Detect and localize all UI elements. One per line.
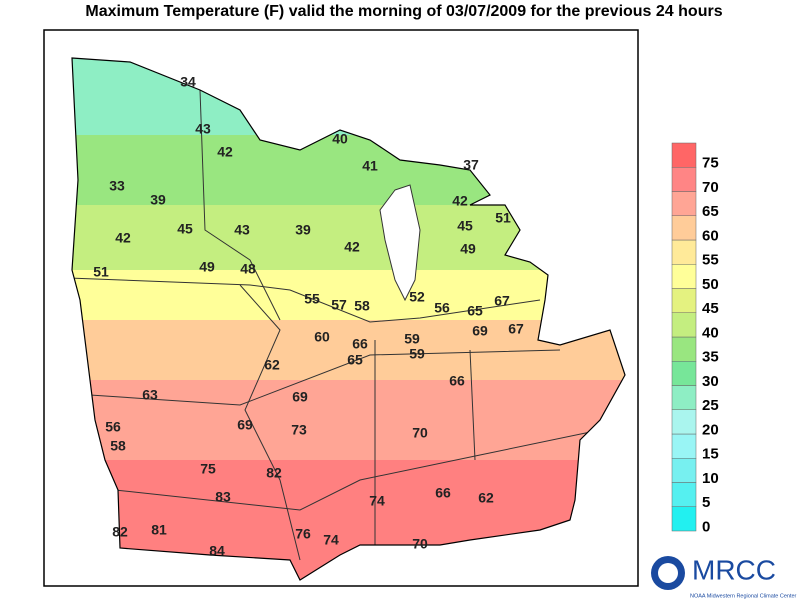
station-value: 57 <box>331 297 347 313</box>
region-outline <box>71 57 626 581</box>
legend-swatch <box>671 191 697 216</box>
station-value: 52 <box>409 289 425 305</box>
station-value: 39 <box>295 222 311 238</box>
legend-swatch <box>671 142 697 168</box>
station-value: 56 <box>105 419 121 435</box>
station-value: 69 <box>472 323 488 339</box>
legend-label: 0 <box>702 518 710 535</box>
station-value: 55 <box>304 291 320 307</box>
lake-michigan <box>379 184 421 302</box>
station-value: 82 <box>266 465 282 481</box>
legend-label: 5 <box>702 494 710 511</box>
station-value: 59 <box>409 346 425 362</box>
station-value: 75 <box>200 461 216 477</box>
legend-label: 25 <box>702 397 719 414</box>
station-value: 39 <box>150 192 166 208</box>
station-value: 33 <box>109 178 125 194</box>
station-value: 59 <box>404 331 420 347</box>
legend-label: 75 <box>702 155 719 172</box>
legend-swatch <box>671 458 697 483</box>
legend-swatch <box>671 336 697 362</box>
legend-swatch <box>671 361 697 386</box>
station-value: 42 <box>115 230 131 246</box>
station-value: 49 <box>460 241 476 257</box>
station-value: 84 <box>209 543 225 559</box>
legend-swatch <box>671 167 697 192</box>
station-value: 81 <box>151 522 167 538</box>
station-value: 60 <box>314 329 330 345</box>
station-value: 58 <box>354 298 370 314</box>
logo: MRCC NOAA Midwestern Regional Climate Ce… <box>651 554 797 599</box>
logo-subtitle: NOAA Midwestern Regional Climate Center <box>690 593 797 599</box>
station-value: 37 <box>463 157 479 173</box>
legend-label: 65 <box>702 203 719 220</box>
station-value: 42 <box>452 193 468 209</box>
station-value: 67 <box>494 293 510 309</box>
legend-swatch <box>671 433 697 459</box>
station-value: 42 <box>217 144 233 160</box>
station-value: 45 <box>457 218 473 234</box>
station-value: 65 <box>347 352 363 368</box>
legend-swatch <box>671 239 697 265</box>
station-value: 41 <box>362 158 378 174</box>
station-value: 40 <box>332 131 348 147</box>
map-title: Maximum Temperature (F) valid the mornin… <box>85 3 722 20</box>
legend-label: 35 <box>702 349 719 366</box>
legend-label: 40 <box>702 324 719 341</box>
legend-label: 55 <box>702 252 719 269</box>
station-value: 45 <box>177 221 193 237</box>
legend-label: 20 <box>702 421 719 438</box>
legend-swatch <box>671 506 697 532</box>
station-value: 76 <box>295 526 311 542</box>
logo-name: MRCC <box>692 554 776 585</box>
station-value: 48 <box>240 261 256 277</box>
station-value: 74 <box>323 532 339 548</box>
legend-label: 45 <box>702 300 719 317</box>
station-value: 83 <box>215 489 231 505</box>
station-value: 74 <box>369 493 385 509</box>
station-value: 70 <box>412 425 428 441</box>
station-value: 51 <box>93 264 109 280</box>
station-value: 69 <box>292 389 308 405</box>
station-value: 34 <box>180 74 196 90</box>
station-value: 49 <box>199 259 215 275</box>
station-value: 42 <box>344 239 360 255</box>
legend-label: 10 <box>702 470 719 487</box>
station-value: 67 <box>508 321 524 337</box>
legend-label: 60 <box>702 227 719 244</box>
station-value: 58 <box>110 438 126 454</box>
legend-label: 15 <box>702 446 719 463</box>
station-value: 62 <box>478 490 494 506</box>
legend-swatch <box>671 312 697 338</box>
station-value: 62 <box>264 357 280 373</box>
station-value: 66 <box>352 336 368 352</box>
legend-swatch <box>671 482 697 507</box>
station-value: 69 <box>237 417 253 433</box>
station-value: 73 <box>291 422 307 438</box>
station-value: 63 <box>142 387 158 403</box>
station-value: 65 <box>467 303 483 319</box>
station-value: 43 <box>234 222 250 238</box>
station-value: 43 <box>195 121 211 137</box>
legend-swatch <box>671 264 697 289</box>
legend-label: 50 <box>702 276 719 293</box>
legend-swatch <box>671 215 697 241</box>
station-value: 66 <box>435 485 451 501</box>
station-value: 66 <box>449 373 465 389</box>
station-value: 56 <box>434 300 450 316</box>
legend-label: 30 <box>702 373 719 390</box>
station-value: 70 <box>412 536 428 552</box>
station-value: 51 <box>495 210 511 226</box>
legend-label: 70 <box>702 179 719 196</box>
station-value: 82 <box>112 524 128 540</box>
legend-swatch <box>671 288 697 313</box>
station-labels: 34 43 42 40 41 37 33 39 45 43 39 42 42 45 49 51 42 49 48 51… <box>93 74 524 559</box>
logo-emblem-inner <box>658 563 678 583</box>
legend-swatch <box>671 385 697 410</box>
legend-swatch <box>671 409 697 435</box>
legend: 0 5 10 15 20 25 30 35 40 45 50 55 60 65 70 75 <box>671 142 719 535</box>
